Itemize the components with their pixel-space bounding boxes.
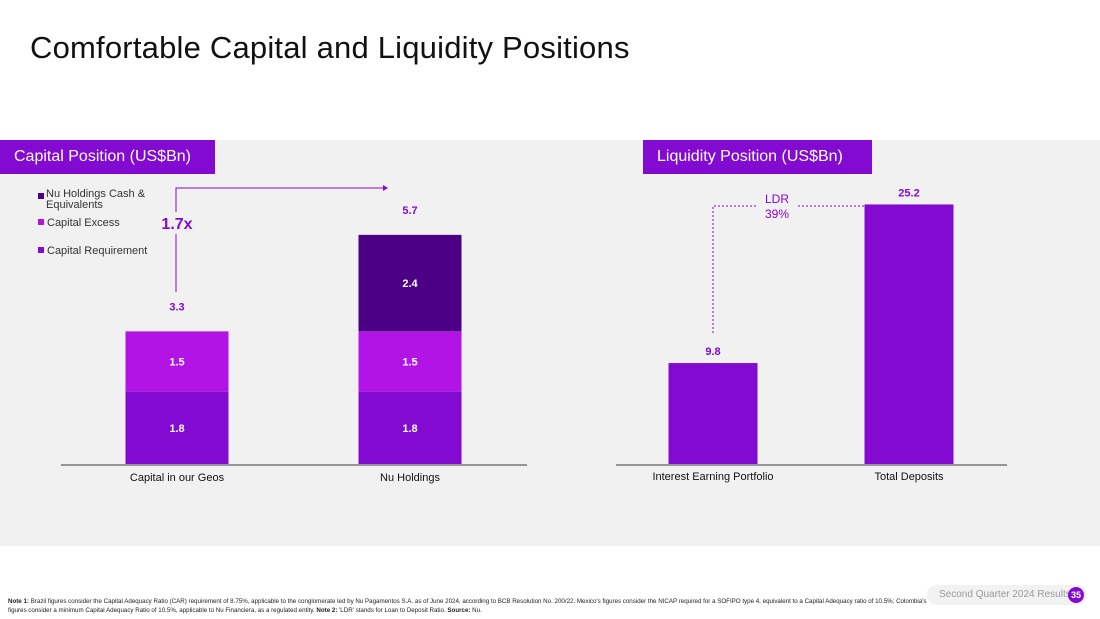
report-name: Second Quarter 2024 Results	[939, 589, 1071, 600]
legend-label-capital-excess: Capital Excess	[47, 217, 120, 229]
bar-nu-holdings-cash-equivalents-nu-holdings	[358, 234, 462, 332]
footer-badge: Second Quarter 2024 Results 35	[927, 585, 1087, 605]
ldr-bg	[757, 190, 797, 222]
footnote: Note 1: Brazil figures consider the Capi…	[8, 598, 928, 615]
bar-capital-requirement-capital-in-our-geos	[125, 391, 229, 464]
note1-label: Note 1:	[8, 598, 29, 605]
x-tick-total-deposits: Total Deposits	[874, 471, 944, 483]
data-label-capital-requirement-nu-holdings: 1.8	[402, 423, 417, 435]
ldr-connector	[712, 205, 865, 333]
bar-interest-earning-portfolio	[668, 363, 758, 464]
page-title: Comfortable Capital and Liquidity Positi…	[30, 30, 630, 65]
multiplier-connector	[175, 187, 383, 292]
page-number: 35	[1068, 587, 1084, 603]
total-label-nu-holdings: 5.7	[402, 205, 417, 217]
legend-swatch-capital-excess	[38, 219, 44, 225]
legend-item-capital-excess: Capital Excess	[38, 217, 120, 229]
liquidity-panel-header: Liquidity Position (US$Bn)	[643, 140, 872, 174]
data-label-interest-earning-portfolio: 9.8	[705, 346, 720, 358]
legend-item-cash: Nu Holdings Cash & Equivalents	[38, 189, 145, 211]
legend-label-cash: Nu Holdings Cash & Equivalents	[46, 188, 146, 211]
data-label-total-deposits: 25.2	[898, 187, 919, 199]
data-label-capital-excess-nu-holdings: 1.5	[402, 356, 417, 368]
multiplier-label: 1.7x	[161, 216, 192, 233]
multiplier-bg	[158, 212, 196, 234]
capital-panel-header: Capital Position (US$Bn)	[0, 140, 215, 174]
data-label-capital-requirement-capital-in-our-geos: 1.8	[169, 423, 184, 435]
legend-swatch-cash	[38, 193, 44, 199]
ldr-value: 39%	[765, 207, 789, 221]
data-label-nu-holdings-cash-equivalents-nu-holdings: 2.4	[402, 278, 418, 290]
note2-text: 'LDR' stands for Loan to Deposit Ratio.	[337, 606, 448, 614]
x-tick-nu-holdings: Nu Holdings	[380, 472, 440, 484]
liquidity-bars: 9.8 Interest Earning Portfolio 25.2 Total D…	[652, 187, 954, 483]
note1-text: Brazil figures consider the Capital Adeq…	[8, 598, 927, 614]
source-label: Source:	[447, 606, 471, 614]
legend-swatch-capital-requirement	[38, 247, 44, 253]
data-label-capital-excess-capital-in-our-geos: 1.5	[169, 356, 184, 368]
x-tick-capital-in-our-geos: Capital in our Geos	[130, 472, 225, 484]
capital-bars: 1.8 1.5 3.3 Capital in our Geos 1.8 1.5 2.4 5.7…	[125, 205, 462, 484]
note2-label: Note 2:	[316, 606, 338, 614]
total-label-capital-in-our-geos: 3.3	[169, 301, 184, 313]
bar-total-deposits	[864, 204, 954, 464]
ldr-label: LDR	[765, 192, 789, 206]
x-tick-interest-earning-portfolio: Interest Earning Portfolio	[652, 471, 773, 483]
source-text: Nu.	[470, 606, 482, 614]
bar-capital-excess-capital-in-our-geos	[125, 331, 229, 392]
bar-capital-excess-nu-holdings	[358, 331, 462, 392]
legend-item-capital-requirement: Capital Requirement	[38, 245, 147, 257]
multiplier-arrowhead	[383, 185, 388, 191]
legend-label-capital-requirement: Capital Requirement	[47, 245, 148, 257]
bar-capital-requirement-nu-holdings	[358, 391, 462, 464]
